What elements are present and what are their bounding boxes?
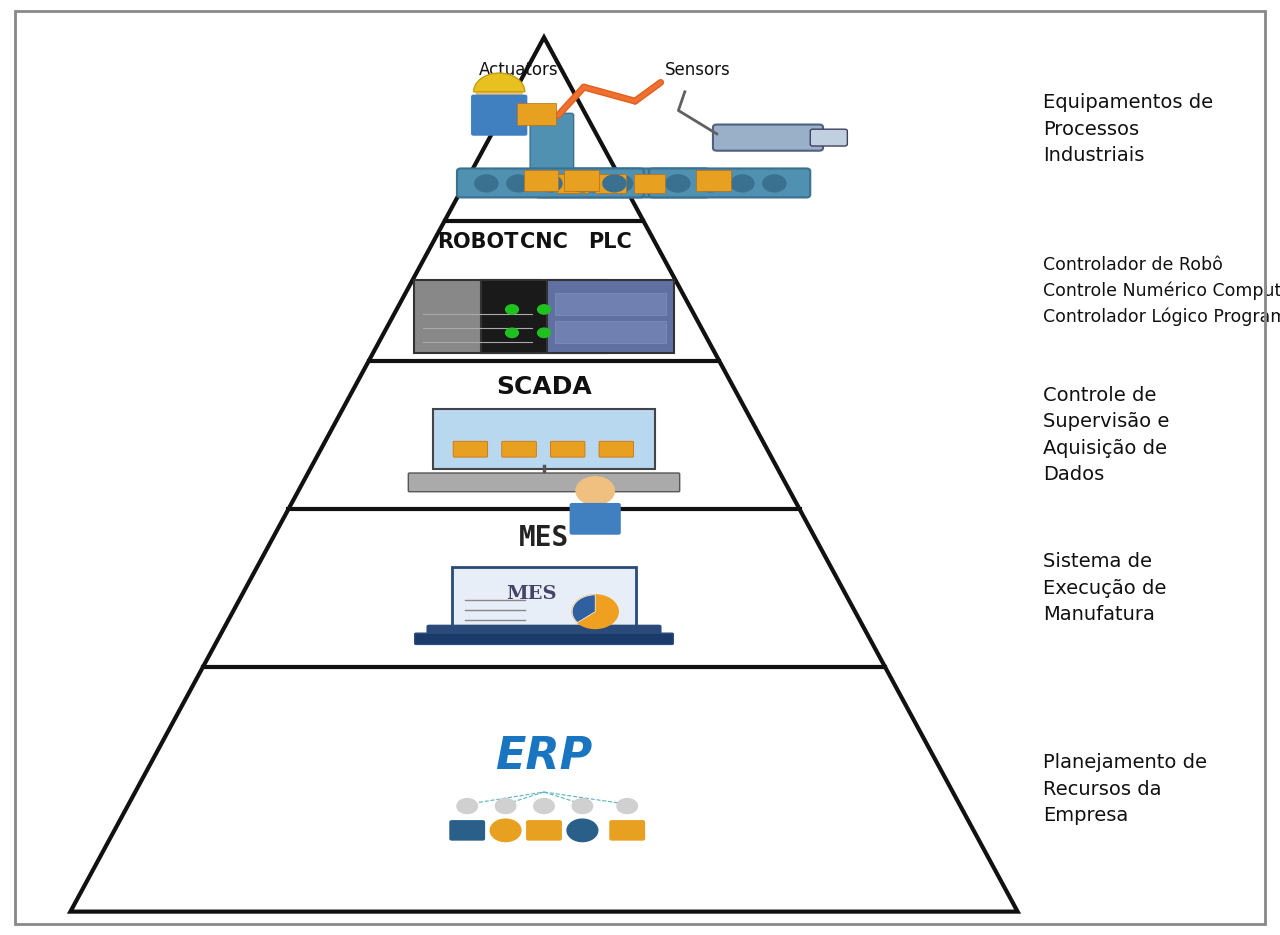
Text: Sistema de
Execução de
Manufatura: Sistema de Execução de Manufatura bbox=[1043, 553, 1166, 625]
Circle shape bbox=[576, 477, 614, 505]
Circle shape bbox=[476, 75, 522, 108]
Circle shape bbox=[567, 819, 598, 842]
FancyBboxPatch shape bbox=[408, 473, 680, 492]
FancyBboxPatch shape bbox=[524, 170, 558, 191]
Text: Equipamentos de
Processos
Industriais: Equipamentos de Processos Industriais bbox=[1043, 94, 1213, 165]
Polygon shape bbox=[70, 37, 1018, 912]
FancyBboxPatch shape bbox=[599, 441, 634, 457]
Text: MES: MES bbox=[518, 524, 570, 552]
Text: SCADA: SCADA bbox=[497, 375, 591, 399]
Wedge shape bbox=[572, 595, 595, 623]
FancyBboxPatch shape bbox=[634, 174, 664, 193]
Circle shape bbox=[617, 798, 637, 813]
FancyBboxPatch shape bbox=[471, 94, 527, 136]
FancyBboxPatch shape bbox=[649, 168, 810, 197]
Circle shape bbox=[570, 305, 582, 314]
Text: CNC: CNC bbox=[520, 232, 568, 252]
Circle shape bbox=[553, 175, 576, 192]
Text: ERP: ERP bbox=[495, 735, 593, 778]
FancyBboxPatch shape bbox=[554, 293, 666, 315]
Circle shape bbox=[457, 798, 477, 813]
Text: Controlador de Robô
Controle Numérico Computadorizado
Controlador Lógico Program: Controlador de Robô Controle Numérico Co… bbox=[1043, 256, 1280, 325]
FancyBboxPatch shape bbox=[547, 280, 673, 353]
FancyBboxPatch shape bbox=[433, 410, 655, 469]
Circle shape bbox=[667, 175, 690, 192]
FancyBboxPatch shape bbox=[713, 124, 823, 151]
FancyBboxPatch shape bbox=[415, 633, 673, 644]
FancyBboxPatch shape bbox=[415, 280, 541, 353]
FancyBboxPatch shape bbox=[696, 170, 731, 191]
Circle shape bbox=[763, 175, 786, 192]
Circle shape bbox=[731, 175, 754, 192]
Circle shape bbox=[609, 175, 632, 192]
FancyBboxPatch shape bbox=[810, 129, 847, 146]
Circle shape bbox=[506, 305, 518, 314]
Circle shape bbox=[571, 175, 594, 192]
Circle shape bbox=[581, 175, 604, 192]
Circle shape bbox=[572, 798, 593, 813]
Text: MES: MES bbox=[506, 585, 557, 603]
Circle shape bbox=[534, 798, 554, 813]
Text: ROBOT: ROBOT bbox=[436, 232, 518, 252]
FancyBboxPatch shape bbox=[564, 170, 599, 191]
Text: Planejamento de
Recursos da
Empresa: Planejamento de Recursos da Empresa bbox=[1043, 754, 1207, 826]
FancyBboxPatch shape bbox=[535, 168, 709, 197]
Circle shape bbox=[506, 328, 518, 338]
Circle shape bbox=[666, 175, 689, 192]
FancyBboxPatch shape bbox=[453, 441, 488, 457]
Text: Sensors: Sensors bbox=[664, 61, 731, 79]
FancyBboxPatch shape bbox=[449, 820, 485, 841]
Circle shape bbox=[637, 175, 660, 192]
FancyBboxPatch shape bbox=[452, 567, 636, 631]
Circle shape bbox=[538, 328, 550, 338]
FancyBboxPatch shape bbox=[609, 820, 645, 841]
Circle shape bbox=[572, 595, 618, 628]
Text: PLC: PLC bbox=[589, 232, 632, 252]
FancyBboxPatch shape bbox=[530, 113, 573, 178]
Wedge shape bbox=[474, 73, 525, 92]
Circle shape bbox=[603, 175, 626, 192]
Circle shape bbox=[570, 328, 582, 338]
FancyBboxPatch shape bbox=[550, 441, 585, 457]
FancyBboxPatch shape bbox=[517, 103, 556, 125]
FancyBboxPatch shape bbox=[570, 503, 621, 535]
Circle shape bbox=[699, 175, 722, 192]
FancyBboxPatch shape bbox=[595, 174, 626, 193]
FancyBboxPatch shape bbox=[502, 441, 536, 457]
Circle shape bbox=[507, 175, 530, 192]
Circle shape bbox=[495, 798, 516, 813]
FancyBboxPatch shape bbox=[428, 626, 660, 637]
FancyBboxPatch shape bbox=[480, 280, 607, 353]
FancyBboxPatch shape bbox=[554, 321, 666, 343]
Circle shape bbox=[539, 175, 562, 192]
FancyBboxPatch shape bbox=[457, 168, 644, 197]
Circle shape bbox=[475, 175, 498, 192]
Text: Controle de
Supervisão e
Aquisição de
Dados: Controle de Supervisão e Aquisição de Da… bbox=[1043, 386, 1170, 484]
Circle shape bbox=[538, 305, 550, 314]
Text: Actuators: Actuators bbox=[479, 61, 558, 79]
FancyBboxPatch shape bbox=[557, 174, 588, 193]
FancyBboxPatch shape bbox=[526, 820, 562, 841]
Circle shape bbox=[490, 819, 521, 842]
